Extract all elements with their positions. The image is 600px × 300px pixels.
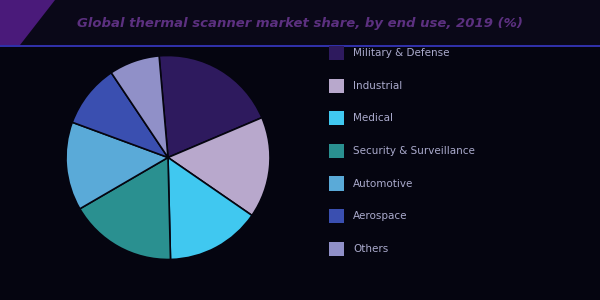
Wedge shape <box>80 158 170 260</box>
Wedge shape <box>111 56 168 158</box>
FancyBboxPatch shape <box>329 242 344 256</box>
Text: Aerospace: Aerospace <box>353 211 407 221</box>
FancyBboxPatch shape <box>329 79 344 93</box>
Wedge shape <box>159 56 262 158</box>
Text: Security & Surveillance: Security & Surveillance <box>353 146 475 156</box>
Wedge shape <box>72 73 168 158</box>
FancyBboxPatch shape <box>329 176 344 190</box>
Bar <box>0 44 600 47</box>
Polygon shape <box>0 0 55 45</box>
Text: Others: Others <box>353 244 388 254</box>
Wedge shape <box>66 122 168 209</box>
Text: Medical: Medical <box>353 113 393 123</box>
FancyBboxPatch shape <box>329 209 344 223</box>
Bar <box>0 0 600 45</box>
FancyBboxPatch shape <box>329 111 344 125</box>
Text: Global thermal scanner market share, by end use, 2019 (%): Global thermal scanner market share, by … <box>77 17 523 31</box>
Text: Military & Defense: Military & Defense <box>353 48 449 58</box>
Text: Automotive: Automotive <box>353 178 413 188</box>
Text: Industrial: Industrial <box>353 81 403 91</box>
Wedge shape <box>168 158 252 260</box>
Wedge shape <box>168 118 270 215</box>
FancyBboxPatch shape <box>329 46 344 60</box>
FancyBboxPatch shape <box>329 144 344 158</box>
